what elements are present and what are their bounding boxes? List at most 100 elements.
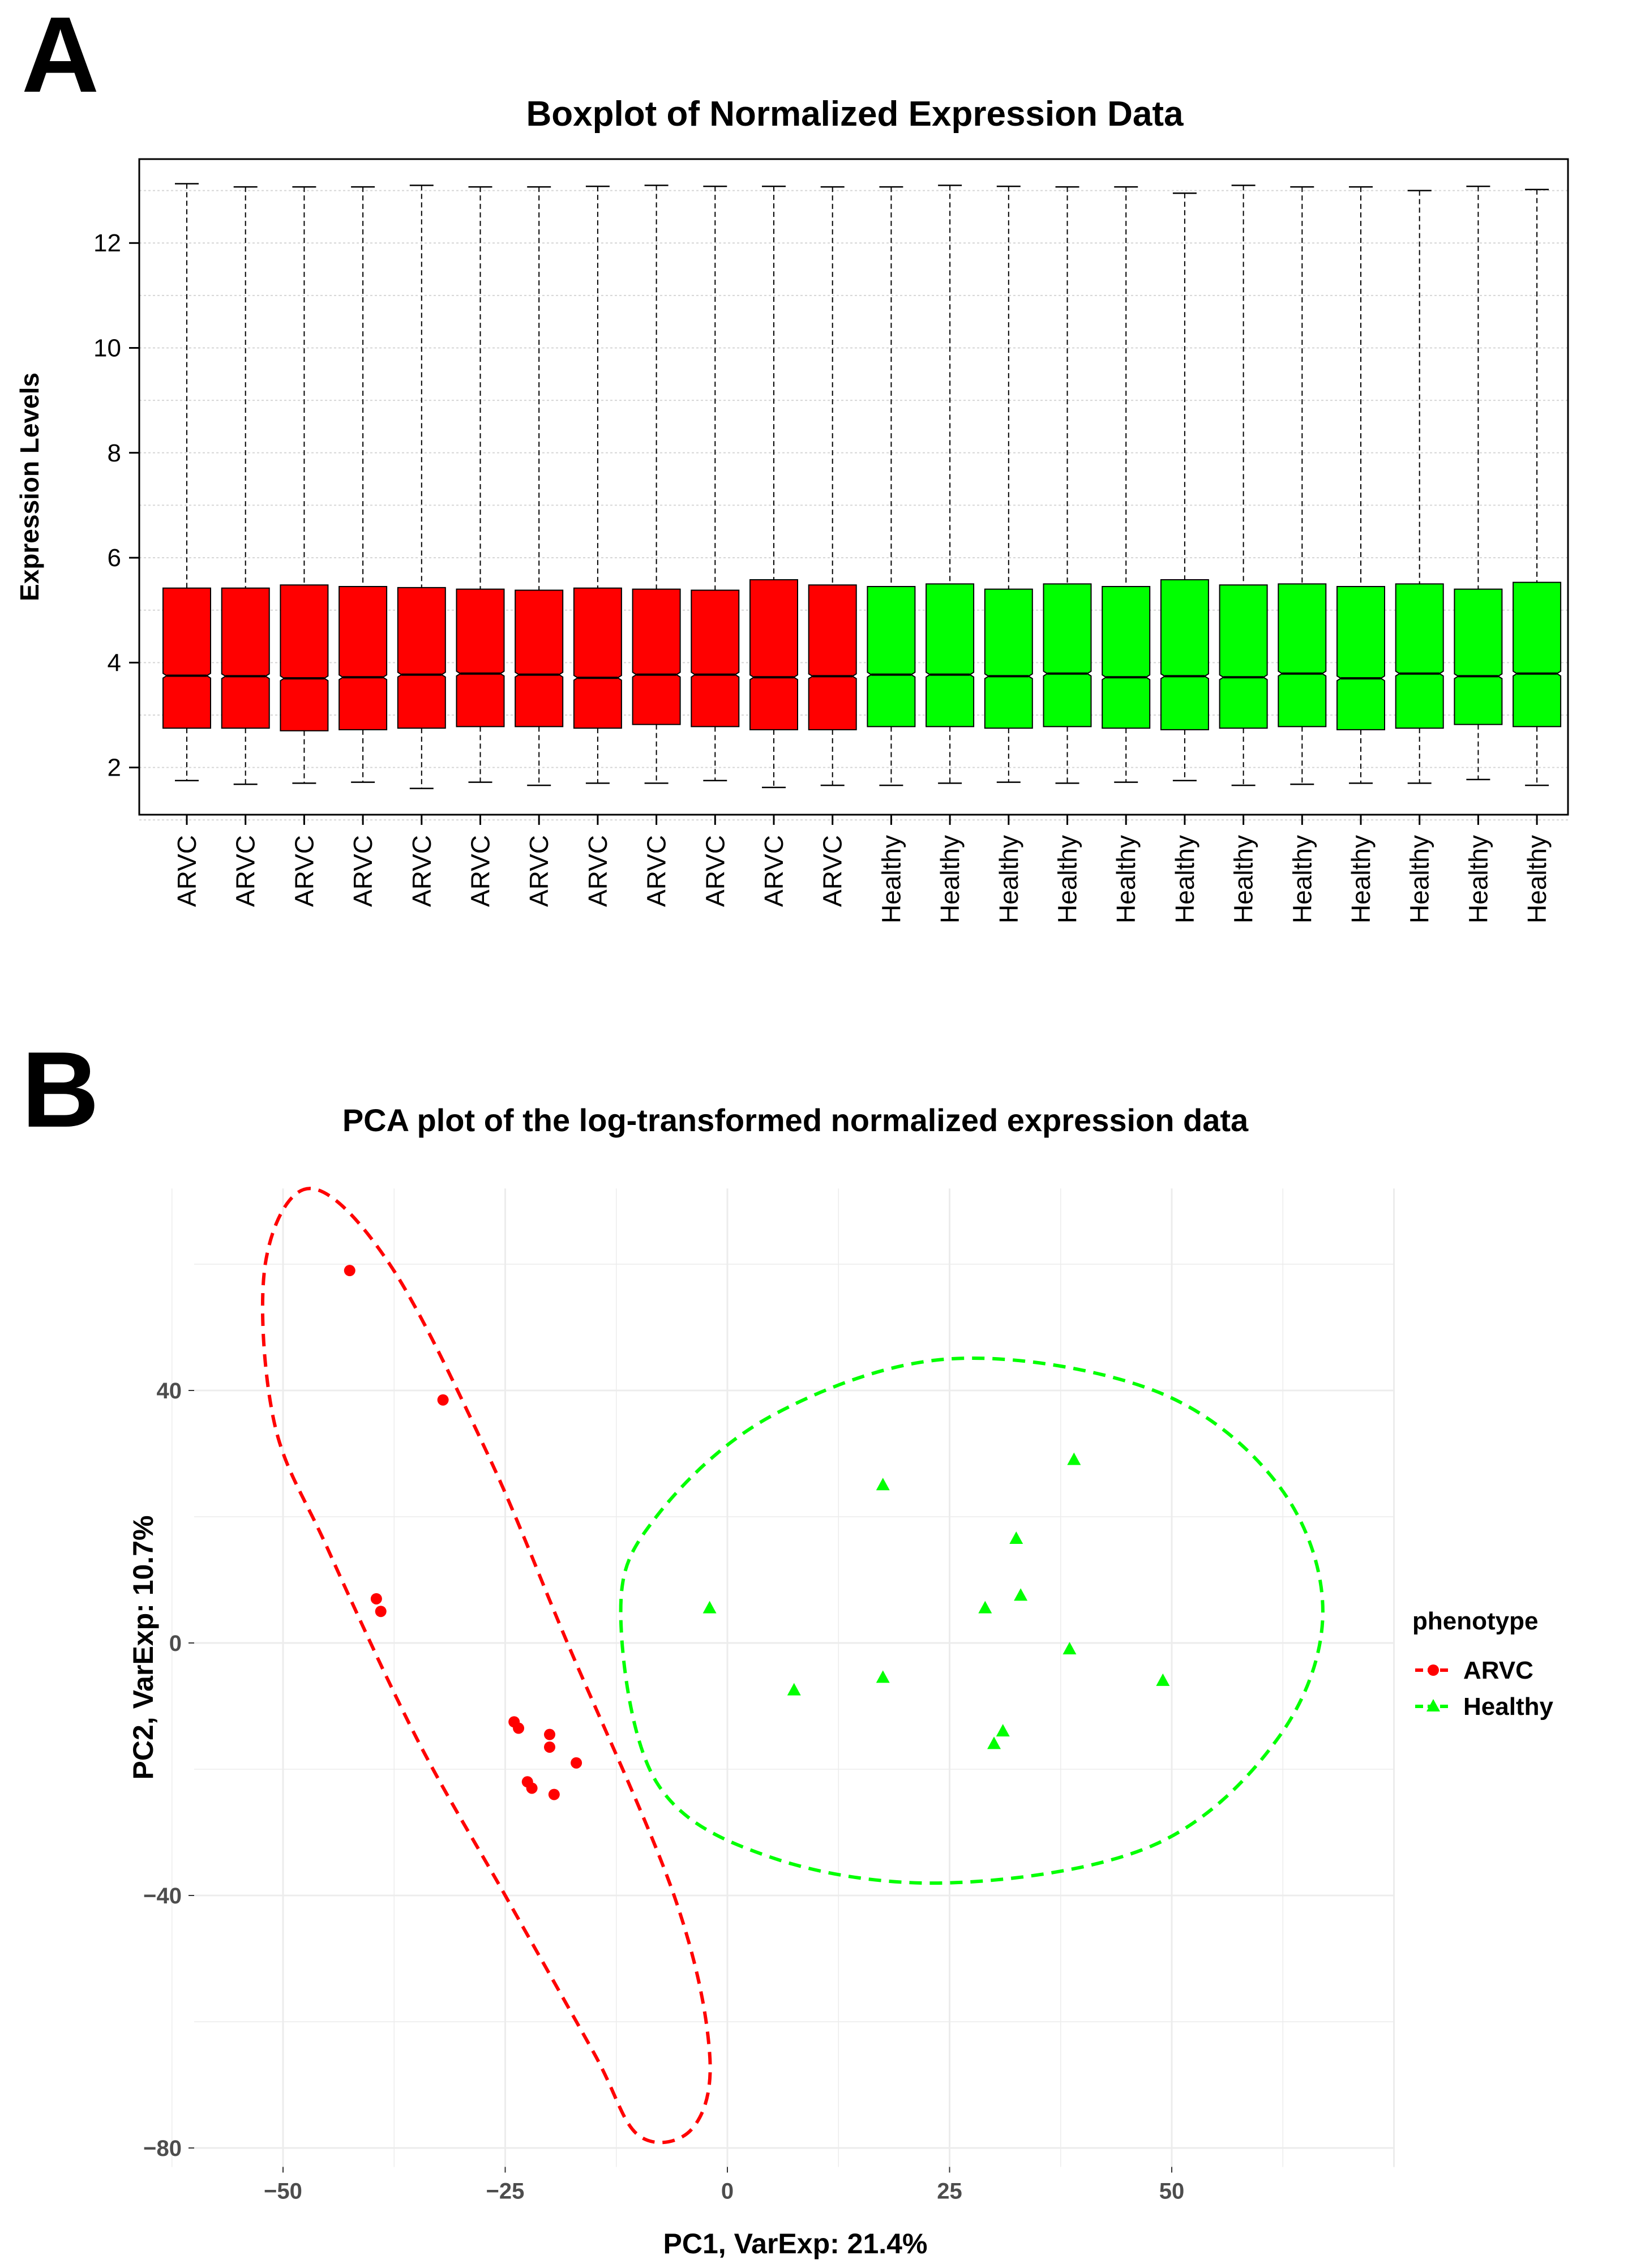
boxplot-box-body	[1454, 588, 1503, 725]
pca-point-arvc	[344, 1265, 355, 1277]
boxplot-y-tick-label: 10	[93, 335, 121, 362]
boxplot-box-arvc	[456, 186, 505, 783]
boxplot-plot-frame	[138, 158, 1569, 816]
boxplot-box-body	[573, 587, 622, 729]
boxplot-box-body	[456, 588, 505, 728]
boxplot-box-body	[1219, 584, 1268, 729]
boxplot-x-axis: ARVC ARVC ARVC ARVC ARVC ARVC ARVC ARVC ARVC ARVC…	[172, 815, 1552, 923]
boxplot-box-body	[867, 586, 916, 728]
legend-label-healthy: Healthy	[1463, 1693, 1553, 1721]
boxplot-box-body	[221, 587, 270, 729]
boxplot-box-healthy	[1454, 185, 1503, 781]
pca-point-healthy	[876, 1670, 890, 1683]
pca-x-tick-label: 25	[937, 2179, 962, 2203]
boxplot-box-healthy	[1219, 185, 1268, 786]
pca-ellipses	[260, 1187, 1325, 2145]
boxplot-box-healthy	[926, 185, 975, 784]
panel-b-pca: B PCA plot of the log-transformed normal…	[22, 1030, 1553, 2260]
pca-points	[344, 1265, 1170, 1800]
boxplot-box-arvc	[515, 186, 564, 786]
boxplot-box-arvc	[221, 186, 270, 785]
pca-point-arvc	[548, 1788, 560, 1800]
boxplot-box-body	[1160, 579, 1209, 730]
pca-ellipse-healthy	[619, 1356, 1325, 1885]
boxplot-box-healthy	[1043, 186, 1092, 784]
pca-point-arvc	[544, 1741, 555, 1753]
boxplot-x-tick-label: Healthy	[1405, 835, 1434, 923]
boxplot-x-tick-label: Healthy	[1522, 835, 1552, 923]
boxplot-box-healthy	[1513, 189, 1562, 786]
boxplot-box-healthy	[1102, 186, 1151, 783]
pca-point-arvc	[375, 1606, 387, 1617]
panel-b-letter: B	[22, 1030, 99, 1150]
pca-point-healthy	[876, 1478, 890, 1491]
pca-point-arvc	[571, 1757, 582, 1769]
boxplot-box-body	[926, 583, 975, 728]
boxplot-box-body	[808, 584, 857, 730]
boxplot-x-tick-label: Healthy	[1229, 835, 1258, 923]
boxplot-x-tick-label: Healthy	[1111, 835, 1141, 923]
boxplot-box-arvc	[573, 185, 622, 784]
boxplot-y-tick-label: 6	[108, 544, 121, 572]
pca-x-tick-label: 50	[1159, 2179, 1185, 2203]
pca-y-tick-label: 0	[169, 1631, 182, 1656]
boxplot-box-body	[280, 584, 329, 731]
boxplot-box-body	[1336, 586, 1385, 730]
boxplot-box-body	[632, 588, 681, 725]
pca-x-axis-label: PC1, VarExp: 21.4%	[663, 2228, 928, 2260]
boxplot-x-tick-label: Healthy	[994, 835, 1023, 923]
legend-items: ARVC Healthy	[1415, 1657, 1553, 1721]
boxplot-x-tick-label: ARVC	[172, 835, 202, 907]
boxplot-x-tick-label: Healthy	[1287, 835, 1317, 923]
pca-x-axis: −50 −25 0 25 50	[264, 2167, 1184, 2203]
legend-key-marker-arvc	[1428, 1664, 1439, 1676]
pca-x-tick-label: −25	[486, 2179, 525, 2203]
boxplot-box-healthy	[1278, 186, 1327, 785]
boxplot-box-arvc	[749, 185, 798, 789]
pca-point-healthy	[1156, 1673, 1170, 1686]
boxplot-x-tick-label: Healthy	[1463, 835, 1493, 923]
boxplot-box-body	[1043, 583, 1092, 728]
pca-point-arvc	[437, 1394, 449, 1406]
boxplot-box-body	[1278, 583, 1327, 728]
pca-title: PCA plot of the log-transformed normaliz…	[342, 1102, 1249, 1138]
boxplot-box-body	[1102, 586, 1151, 729]
boxplot-box-arvc	[162, 183, 211, 782]
boxplot-x-tick-label: ARVC	[289, 835, 319, 907]
pca-point-healthy	[1067, 1452, 1081, 1465]
pca-point-healthy	[978, 1601, 992, 1614]
boxplot-x-tick-label: ARVC	[348, 835, 378, 907]
pca-point-arvc	[544, 1728, 555, 1740]
boxplot-x-tick-label: Healthy	[1346, 835, 1376, 923]
boxplot-box-healthy	[1160, 192, 1209, 782]
boxplot-x-tick-label: ARVC	[818, 835, 847, 907]
pca-y-tick-label: −80	[143, 2136, 182, 2161]
boxplot-box-body	[984, 588, 1033, 729]
boxplot-box-arvc	[280, 186, 329, 784]
boxplot-box-body	[1513, 581, 1562, 728]
boxplot-box-body	[515, 589, 564, 728]
boxplot-box-body	[749, 579, 798, 730]
boxplot-x-tick-label: ARVC	[642, 835, 671, 907]
boxplot-x-tick-label: Healthy	[1053, 835, 1082, 923]
boxplot-x-tick-label: ARVC	[583, 835, 612, 907]
pca-y-tick-label: 40	[157, 1379, 182, 1403]
boxplot-box-arvc	[397, 185, 446, 789]
boxplot-boxes	[162, 183, 1562, 789]
pca-x-tick-label: 0	[721, 2179, 734, 2203]
boxplot-y-tick-label: 2	[108, 754, 121, 782]
boxplot-x-tick-label: ARVC	[524, 835, 554, 907]
boxplot-box-body	[397, 587, 446, 729]
boxplot-box-body	[162, 587, 211, 729]
boxplot-box-healthy	[984, 185, 1033, 783]
pca-y-tick-label: −40	[143, 1884, 182, 1908]
boxplot-box-arvc	[691, 185, 740, 782]
boxplot-box-arvc	[339, 186, 388, 783]
pca-point-arvc	[370, 1593, 382, 1604]
legend-key-marker-healthy	[1426, 1699, 1440, 1711]
pca-point-healthy	[1063, 1642, 1077, 1655]
pca-y-axis-label: PC2, VarExp: 10.7%	[127, 1516, 159, 1780]
pca-point-arvc	[526, 1782, 538, 1794]
